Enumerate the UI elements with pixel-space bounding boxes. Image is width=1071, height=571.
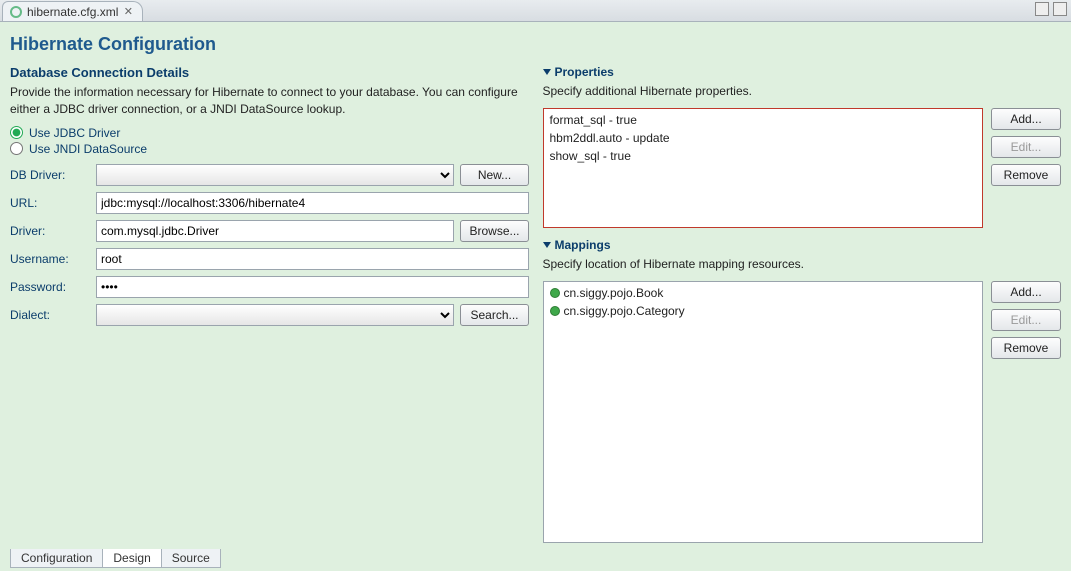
db-connection-section: Database Connection Details Provide the … <box>10 65 529 326</box>
driver-input[interactable] <box>96 220 454 242</box>
search-button[interactable]: Search... <box>460 304 528 326</box>
tab-configuration[interactable]: Configuration <box>10 549 103 568</box>
tab-design[interactable]: Design <box>102 549 161 568</box>
mapping-item: cn.siggy.pojo.Category <box>546 302 981 320</box>
db-section-desc: Provide the information necessary for Hi… <box>10 84 529 118</box>
properties-title: Properties <box>555 65 614 79</box>
chevron-down-icon[interactable] <box>543 242 551 248</box>
editor-tab-label: hibernate.cfg.xml <box>27 5 118 19</box>
radio-jdbc-label: Use JDBC Driver <box>29 126 120 140</box>
label-db-driver: DB Driver: <box>10 168 90 182</box>
mappings-remove-button[interactable]: Remove <box>991 337 1061 359</box>
dialect-combo[interactable] <box>96 304 454 326</box>
page-title: Hibernate Configuration <box>10 30 1061 65</box>
right-column: Properties Specify additional Hibernate … <box>543 65 1062 543</box>
label-url: URL: <box>10 196 90 210</box>
tabbar-controls <box>1035 2 1067 16</box>
property-item: hbm2ddl.auto - update <box>546 129 981 147</box>
properties-edit-button[interactable]: Edit... <box>991 136 1061 158</box>
url-input[interactable] <box>96 192 529 214</box>
label-password: Password: <box>10 280 90 294</box>
radio-jndi[interactable] <box>10 142 23 155</box>
label-username: Username: <box>10 252 90 266</box>
mappings-list[interactable]: cn.siggy.pojo.Book cn.siggy.pojo.Categor… <box>543 281 984 543</box>
tab-source[interactable]: Source <box>161 549 221 568</box>
properties-list[interactable]: format_sql - true hbm2ddl.auto - update … <box>543 108 984 228</box>
maximize-icon[interactable] <box>1053 2 1067 16</box>
class-icon <box>550 288 560 298</box>
properties-desc: Specify additional Hibernate properties. <box>543 83 1062 100</box>
browse-button[interactable]: Browse... <box>460 220 528 242</box>
label-dialect: Dialect: <box>10 308 90 322</box>
label-driver: Driver: <box>10 224 90 238</box>
property-item: show_sql - true <box>546 147 981 165</box>
db-driver-combo[interactable] <box>96 164 454 186</box>
close-icon[interactable]: ✕ <box>122 6 134 18</box>
mapping-item: cn.siggy.pojo.Book <box>546 284 981 302</box>
bottom-tabs: Configuration Design Source <box>10 549 1061 571</box>
minimize-icon[interactable] <box>1035 2 1049 16</box>
property-item: format_sql - true <box>546 111 981 129</box>
new-button[interactable]: New... <box>460 164 528 186</box>
password-input[interactable] <box>96 276 529 298</box>
username-input[interactable] <box>96 248 529 270</box>
properties-add-button[interactable]: Add... <box>991 108 1061 130</box>
properties-section: Properties Specify additional Hibernate … <box>543 65 1062 228</box>
properties-remove-button[interactable]: Remove <box>991 164 1061 186</box>
page: Hibernate Configuration Database Connect… <box>0 22 1071 571</box>
file-icon <box>9 5 23 19</box>
db-form: DB Driver: New... URL: Driver: Browse...… <box>10 164 529 326</box>
mappings-desc: Specify location of Hibernate mapping re… <box>543 256 1062 273</box>
editor-tabbar: hibernate.cfg.xml ✕ <box>0 0 1071 22</box>
left-column: Database Connection Details Provide the … <box>10 65 529 543</box>
editor-tab-hibernate[interactable]: hibernate.cfg.xml ✕ <box>2 1 143 21</box>
mappings-title: Mappings <box>555 238 611 252</box>
radio-jdbc[interactable] <box>10 126 23 139</box>
db-section-title: Database Connection Details <box>10 65 529 80</box>
mappings-section: Mappings Specify location of Hibernate m… <box>543 238 1062 543</box>
chevron-down-icon[interactable] <box>543 69 551 75</box>
mappings-add-button[interactable]: Add... <box>991 281 1061 303</box>
mappings-edit-button[interactable]: Edit... <box>991 309 1061 331</box>
class-icon <box>550 306 560 316</box>
radio-jndi-label: Use JNDI DataSource <box>29 142 147 156</box>
